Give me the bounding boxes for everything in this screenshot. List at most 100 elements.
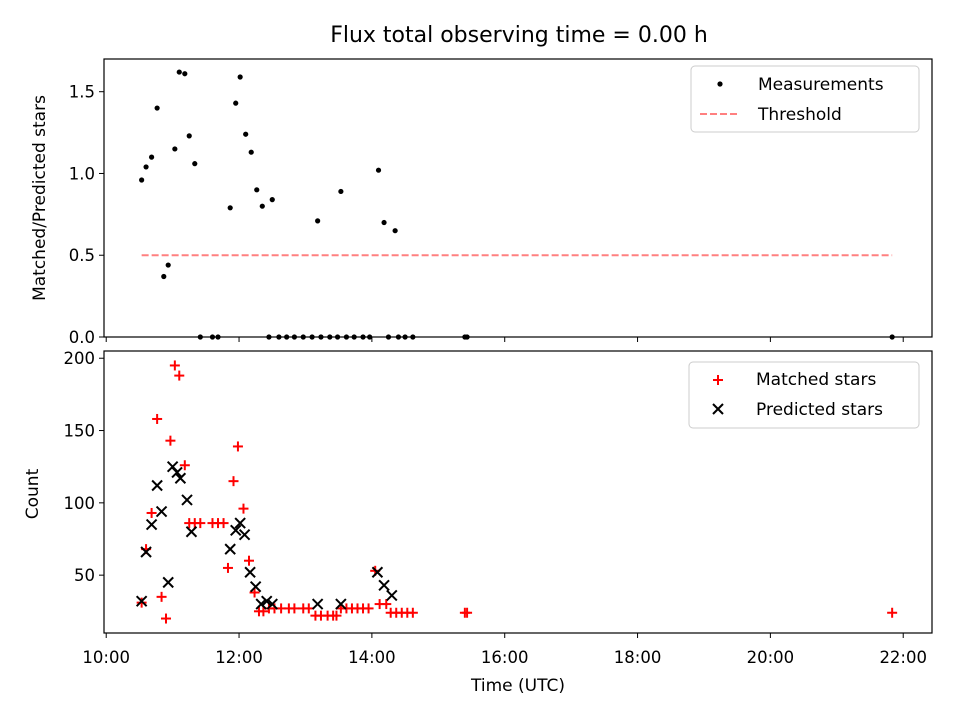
top-y-tick-label: 1.5: [69, 83, 95, 102]
measurement-point: [182, 71, 188, 77]
predicted-star-marker-b: [230, 524, 242, 537]
measurement-point: [227, 205, 233, 211]
top-y-tick-label: 0.0: [69, 328, 95, 347]
measurement-point: [269, 197, 275, 203]
predicted-star-marker: [266, 598, 278, 610]
top-axes-frame: [103, 58, 933, 338]
matched-star-marker: [381, 599, 392, 610]
predicted-star-marker: [135, 595, 148, 607]
predicted-star-marker-b: [185, 526, 198, 538]
predicted-star-marker: [261, 595, 273, 607]
predicted-star-marker-b: [261, 595, 273, 607]
predicted-star-marker-b: [174, 472, 187, 484]
predicted-star-marker: [238, 528, 251, 541]
matched-star-marker: [169, 360, 180, 371]
matched-star-marker: [462, 607, 473, 618]
predicted-star-marker-b: [238, 528, 251, 541]
predicted-star-marker-b: [224, 543, 236, 555]
matched-star-marker: [165, 435, 176, 446]
measurement-point: [165, 262, 171, 268]
bottom-axis-ticks: 50 100 150 200 10:00 12:00 14:00 16:00 18:00 20:0…: [64, 349, 928, 667]
bottom-plot-marks: [135, 360, 898, 624]
predicted-star-marker: [244, 566, 256, 578]
matched-star-marker: [136, 597, 147, 608]
predicted-star-marker: [371, 566, 384, 578]
legend-marker-predicted-stars: [712, 403, 724, 415]
predicted-star-marker: [255, 598, 267, 610]
predicted-star-marker: [145, 518, 158, 531]
x-tick-label: 20:00: [747, 648, 795, 667]
predicted-star-marker-b: [266, 598, 278, 610]
bottom-legend: Matched stars Predicted stars: [688, 361, 920, 429]
bottom-y-tick-label: 150: [64, 422, 96, 441]
predicted-star-marker-b: [371, 566, 384, 578]
legend-marker-matched-stars: [713, 375, 723, 385]
predicted-star-marker-b: [140, 546, 152, 558]
predicted-star-marker-b: [166, 460, 179, 473]
measurement-point: [259, 203, 265, 209]
legend-label-threshold: Threshold: [757, 105, 842, 125]
measurement-point: [154, 105, 160, 111]
predicted-star-marker-b: [386, 589, 398, 602]
matched-star-marker: [156, 591, 167, 602]
measurement-point: [148, 154, 155, 160]
top-y-tick-label: 0.5: [69, 246, 95, 265]
measurement-point: [192, 161, 198, 167]
legend-marker-measurements: [717, 81, 723, 87]
matched-star-marker: [146, 507, 157, 518]
legend-label-matched-stars: Matched stars: [756, 370, 876, 390]
predicted-star-marker-b: [155, 505, 168, 518]
predicted-star-marker: [151, 479, 163, 492]
x-tick-label: 16:00: [481, 648, 529, 667]
matched-star-marker: [244, 555, 255, 566]
x-tick-label: 18:00: [614, 648, 662, 667]
predicted-star-marker-b: [244, 566, 256, 578]
bottom-y-tick-label: 100: [64, 494, 96, 513]
predicted-star-marker-b: [181, 494, 193, 506]
predicted-star-marker-b: [162, 576, 174, 589]
measurement-point: [161, 273, 167, 280]
predicted-star-marker: [311, 598, 324, 610]
top-y-tick-label: 1.0: [69, 164, 95, 183]
measurement-point: [338, 188, 344, 195]
measurement-point: [375, 167, 382, 173]
bottom-y-axis-label: Count: [23, 468, 43, 519]
x-tick-label: 10:00: [82, 648, 130, 667]
measurement-point: [381, 219, 387, 226]
predicted-star-marker-b: [335, 598, 347, 610]
predicted-star-marker-b: [378, 579, 390, 591]
matched-star-marker: [258, 606, 269, 617]
measurement-point: [315, 218, 321, 224]
measurement-point: [139, 177, 145, 183]
top-legend: Measurements Threshold: [690, 65, 920, 133]
predicted-star-marker: [162, 576, 174, 589]
matched-star-marker: [195, 518, 206, 529]
matched-star-marker: [238, 503, 249, 514]
measurement-point: [248, 149, 254, 155]
predicted-star-marker: [234, 517, 246, 529]
measurement-point: [172, 146, 178, 152]
matched-star-marker: [228, 476, 239, 487]
top-y-axis-label: Matched/Predicted stars: [30, 95, 50, 301]
bottom-y-tick-label: 200: [64, 349, 96, 368]
bottom-axes-frame: [103, 350, 933, 634]
predicted-star-marker-b: [145, 518, 158, 531]
predicted-star-marker: [378, 579, 390, 591]
matched-star-marker: [160, 613, 171, 624]
matched-star-marker: [152, 413, 163, 424]
matched-star-marker: [222, 562, 233, 573]
predicted-star-marker: [171, 466, 183, 479]
measurement-point: [143, 164, 149, 170]
predicted-star-marker-b: [255, 598, 267, 610]
matched-star-marker: [363, 603, 374, 614]
top-legend-box: [690, 65, 920, 133]
predicted-star-marker: [185, 526, 198, 538]
x-tick-label: 14:00: [348, 648, 396, 667]
matched-star-marker: [232, 441, 243, 452]
predicted-star-marker-b: [171, 466, 183, 479]
predicted-star-marker: [155, 505, 168, 518]
bottom-legend-box: [688, 361, 920, 429]
matched-star-marker: [407, 607, 418, 618]
predicted-star-marker-b: [151, 479, 163, 492]
bottom-y-tick-label: 50: [74, 566, 95, 585]
